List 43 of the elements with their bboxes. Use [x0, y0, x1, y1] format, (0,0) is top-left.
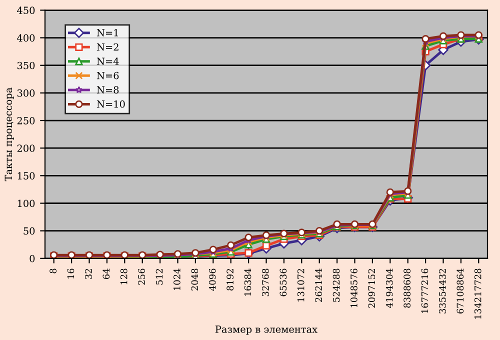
x-tick-label: 16777216 — [421, 268, 428, 313]
y-tick-label: 250 — [17, 116, 35, 124]
x-tick-label: 134217728 — [474, 268, 482, 319]
x-tick-label: 8192 — [226, 269, 234, 290]
y-tick-label: 200 — [17, 144, 35, 152]
x-tick-label: 4194304 — [386, 268, 393, 308]
x-tick-label: 4096 — [208, 268, 216, 291]
y-tick-label: 450 — [17, 6, 35, 14]
legend-label: N=4 — [96, 58, 119, 65]
y-tick-label: 0 — [30, 254, 35, 262]
legend-label: N=2 — [96, 43, 118, 51]
x-tick-label: 1048576 — [350, 268, 358, 308]
x-tick-label: 8388608 — [404, 268, 410, 308]
x-tick-label: 32 — [85, 269, 92, 279]
legend-label: N=1 — [96, 29, 118, 36]
x-tick-label: 1024 — [174, 268, 180, 290]
y-axis-title: Такты процессора — [4, 88, 14, 182]
x-tick-label: 2097152 — [368, 269, 376, 308]
x-tick-label: 2048 — [191, 268, 198, 290]
legend-label: N=6 — [96, 72, 119, 80]
y-tick-label: 100 — [18, 200, 35, 208]
legend-label: N=8 — [96, 86, 119, 94]
y-tick-label: 300 — [17, 89, 35, 97]
x-tick-label: 32768 — [262, 268, 269, 296]
x-tick-label: 512 — [156, 269, 163, 285]
x-tick-label: 33554432 — [439, 269, 446, 314]
x-tick-label: 67108864 — [456, 268, 464, 314]
y-tick-label: 400 — [17, 34, 35, 42]
x-tick-label: 8 — [50, 268, 56, 274]
x-tick-label: 256 — [138, 268, 145, 285]
x-tick-label: 16 — [67, 268, 74, 279]
y-tick-label: 150 — [18, 172, 35, 180]
x-axis-title: Размер в элементах — [215, 326, 318, 335]
y-tick-label: 350 — [17, 62, 35, 70]
legend-label: N=10 — [96, 100, 125, 108]
x-tick-label: 131072 — [297, 269, 304, 302]
x-tick-label: 128 — [120, 268, 128, 284]
x-tick-label: 16384 — [244, 268, 252, 296]
y-tick-label: 50 — [24, 227, 35, 235]
x-tick-label: 64 — [102, 268, 110, 280]
x-tick-label: 65536 — [280, 268, 287, 296]
x-tick-label: 524288 — [332, 268, 340, 302]
x-tick-label: 262144 — [315, 268, 322, 302]
